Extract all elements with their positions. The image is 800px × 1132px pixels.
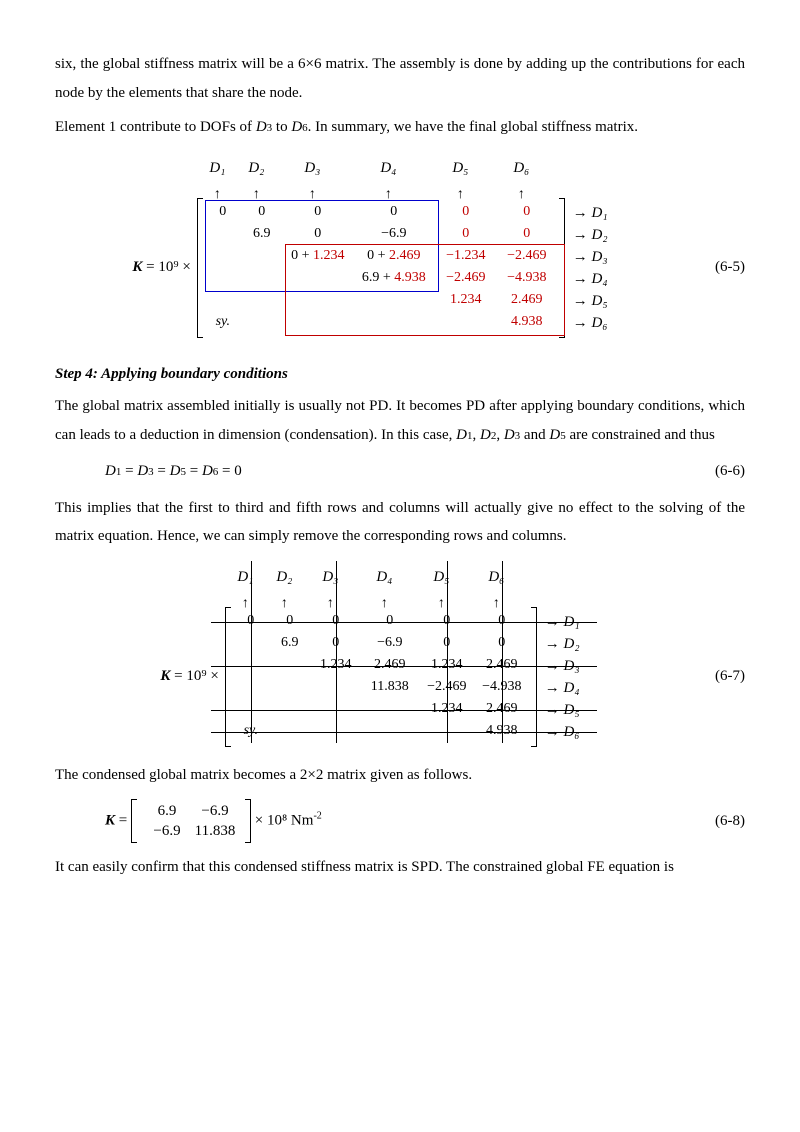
symbol-K: K: [160, 668, 170, 684]
symbol-K: K: [105, 812, 115, 828]
matrix-cell: 1.234: [419, 696, 475, 723]
row-label: → D₂: [573, 224, 608, 246]
bracket-right: [531, 607, 537, 747]
matrix-grid: 6.9−6.9−6.911.838: [137, 799, 245, 843]
row-label: → D₆: [545, 721, 580, 743]
paragraph: This implies that the first to third and…: [55, 494, 745, 551]
matrix-cell: 4.938: [475, 718, 529, 745]
equation-number: (6-7): [685, 662, 745, 691]
text: = 10⁹ ×: [142, 259, 190, 275]
row-label: → D₃: [545, 655, 580, 677]
text: are constrained and thus: [566, 427, 715, 443]
dof-symbol: D: [291, 119, 302, 135]
matrix-cell: 0: [205, 199, 241, 226]
paragraph: It can easily confirm that this condense…: [55, 853, 745, 882]
dof-symbol: D: [256, 119, 267, 135]
matrix-cell: 6.9: [269, 630, 311, 657]
symbol-K: K: [132, 259, 142, 275]
paragraph: six, the global stiffness matrix will be…: [55, 50, 745, 107]
text: and: [520, 427, 549, 443]
matrix-cell: 4.938: [497, 309, 557, 336]
matrix-grid: 0000006.90−6.9000 + 1.2340 + 2.469−1.234…: [203, 198, 559, 338]
row-label: → D₄: [573, 268, 608, 290]
row-label: → D₅: [573, 290, 608, 312]
text: to: [272, 119, 291, 135]
matrix-cell: 11.838: [191, 817, 239, 846]
boundary-condition-equation: D1 = D3 = D5 = D6 = 0: [105, 457, 242, 486]
paragraph: The condensed global matrix becomes a 2×…: [55, 761, 745, 790]
bracket-right: [245, 799, 251, 843]
stiffness-matrix-2: K = 10⁹ × D₁↑D₂↑D₃↑D₄↑D₅↑D₆↑ 0000006.90−…: [160, 607, 579, 747]
row-label: → D₂: [545, 633, 580, 655]
equation-number: (6-5): [685, 253, 745, 282]
bracket-right: [559, 198, 565, 338]
row-label: → D₃: [573, 246, 608, 268]
matrix-cell: 6.9: [241, 221, 283, 248]
equation-number: (6-8): [685, 807, 745, 836]
subscript: 1: [467, 430, 473, 442]
stiffness-matrix-1: K = 10⁹ × D₁↑D₂↑D₃↑D₄↑D₅↑D₆↑ 0000006.90−…: [132, 198, 607, 338]
paragraph: Element 1 contribute to DOFs of D3 to D6…: [55, 113, 745, 142]
row-label: → D₄: [545, 677, 580, 699]
matrix-cell: −6.9: [143, 817, 191, 846]
matrix-cell: sy.: [205, 309, 241, 336]
matrix-prefix: K = 10⁹ ×: [160, 662, 218, 691]
matrix-cell: 0: [233, 608, 269, 635]
condensed-matrix: K = 6.9−6.9−6.911.838 × 10⁸ Nm-2: [105, 799, 322, 843]
row-label: → D₁: [545, 611, 580, 633]
matrix-cell: sy.: [233, 718, 269, 745]
exponent: -2: [313, 810, 321, 821]
row-labels: → D₁→ D₂→ D₃→ D₄→ D₅→ D₆: [573, 202, 608, 334]
matrix-cell: 6.9 + 4.938: [353, 265, 435, 292]
text: = 10⁹ ×: [170, 668, 218, 684]
text: Element 1 contribute to DOFs of: [55, 119, 256, 135]
row-labels: → D₁→ D₂→ D₃→ D₄→ D₅→ D₆: [545, 611, 580, 743]
paragraph: The global matrix assembled initially is…: [55, 392, 745, 449]
row-label: → D₅: [545, 699, 580, 721]
matrix-cell: 11.838: [361, 674, 419, 701]
equation-number: (6-6): [685, 457, 745, 486]
units: × 10⁸ Nm: [255, 812, 314, 828]
matrix-cell: 1.234: [311, 652, 361, 679]
row-label: → D₆: [573, 312, 608, 334]
matrix-cell: 0 + 1.234: [283, 243, 353, 270]
row-label: → D₁: [573, 202, 608, 224]
text: . In summary, we have the final global s…: [308, 119, 638, 135]
matrix-grid: 0000006.90−6.9001.2342.4691.2342.46911.8…: [231, 607, 531, 747]
matrix-cell: 1.234: [435, 287, 497, 314]
step-heading: Step 4: Applying boundary conditions: [55, 360, 745, 389]
text: =: [115, 812, 127, 828]
subscript: 2: [491, 430, 497, 442]
matrix-prefix: K = 10⁹ ×: [132, 253, 190, 282]
